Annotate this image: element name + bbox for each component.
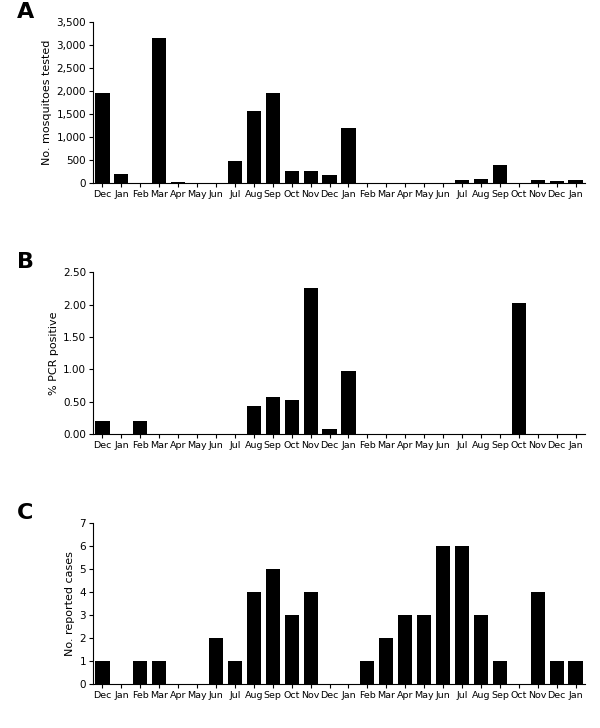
Bar — [455, 546, 469, 684]
Bar — [284, 615, 299, 684]
Bar — [417, 615, 431, 684]
Bar — [171, 182, 185, 183]
Bar — [114, 174, 128, 183]
Bar — [247, 406, 261, 434]
Bar — [474, 615, 488, 684]
Y-axis label: No. mosquitoes tested: No. mosquitoes tested — [42, 40, 52, 165]
Bar — [530, 592, 545, 684]
Bar — [266, 397, 280, 434]
Bar — [379, 638, 394, 684]
Bar — [95, 93, 110, 183]
Bar — [133, 661, 148, 684]
Bar — [266, 93, 280, 183]
Bar — [284, 171, 299, 183]
Bar — [341, 128, 356, 183]
Bar — [455, 180, 469, 183]
Bar — [152, 38, 166, 183]
Bar — [530, 180, 545, 183]
Bar — [550, 661, 564, 684]
Bar — [304, 288, 318, 434]
Bar — [266, 569, 280, 684]
Bar — [341, 371, 356, 434]
Bar — [228, 162, 242, 183]
Y-axis label: % PCR positive: % PCR positive — [49, 312, 59, 395]
Bar — [493, 165, 507, 183]
Bar — [304, 171, 318, 183]
Bar — [95, 661, 110, 684]
Y-axis label: No. reported cases: No. reported cases — [65, 551, 75, 656]
Bar — [228, 661, 242, 684]
Bar — [304, 592, 318, 684]
Bar — [568, 180, 583, 183]
Bar — [512, 304, 526, 434]
Text: A: A — [17, 2, 34, 22]
Bar — [474, 179, 488, 183]
Text: C: C — [17, 503, 33, 523]
Bar — [209, 638, 223, 684]
Bar — [133, 421, 148, 434]
Bar — [247, 111, 261, 183]
Bar — [550, 181, 564, 183]
Bar — [398, 615, 412, 684]
Bar — [493, 661, 507, 684]
Bar — [322, 430, 337, 434]
Bar — [360, 661, 374, 684]
Bar — [322, 175, 337, 183]
Bar — [247, 592, 261, 684]
Bar — [284, 400, 299, 434]
Bar — [436, 546, 450, 684]
Bar — [95, 421, 110, 434]
Bar — [568, 661, 583, 684]
Bar — [152, 661, 166, 684]
Text: B: B — [17, 253, 34, 272]
